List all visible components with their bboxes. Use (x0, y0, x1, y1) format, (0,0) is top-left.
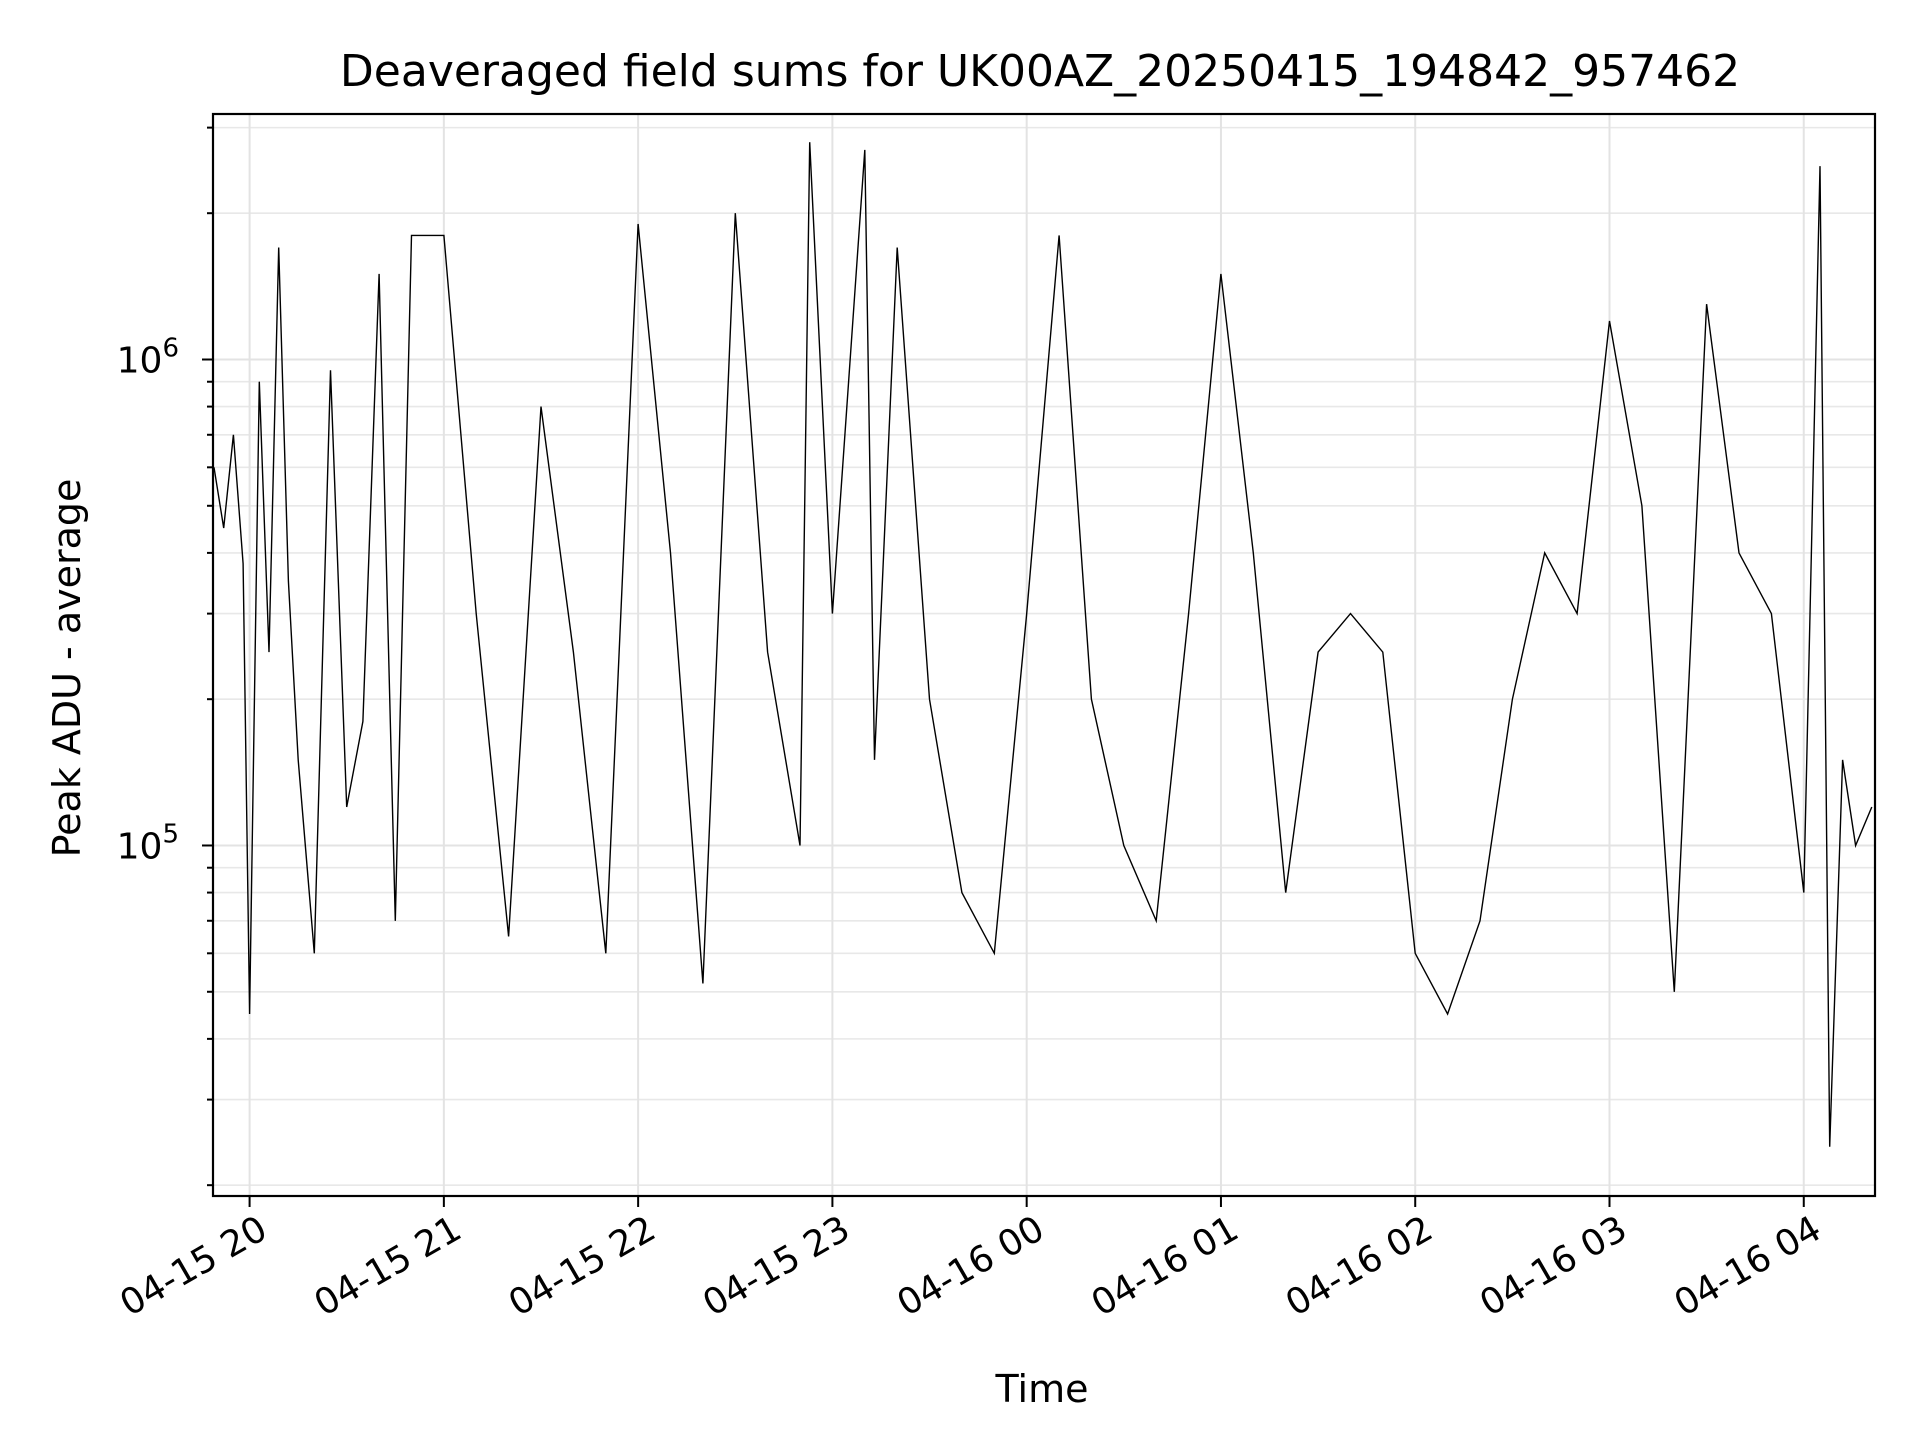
series-layer (213, 142, 1873, 1147)
y-axis-label: Peak ADU - average (45, 479, 89, 858)
y-tick-label: 105 (117, 819, 179, 867)
plot-frame (211, 112, 1877, 1198)
y-tick-label: 106 (117, 333, 179, 381)
x-axis-label: Time (995, 1367, 1089, 1411)
grid-layer (213, 114, 1875, 1196)
chart-title: Deaveraged field sums for UK00AZ_2025041… (340, 46, 1740, 97)
series-line (213, 142, 1873, 1147)
